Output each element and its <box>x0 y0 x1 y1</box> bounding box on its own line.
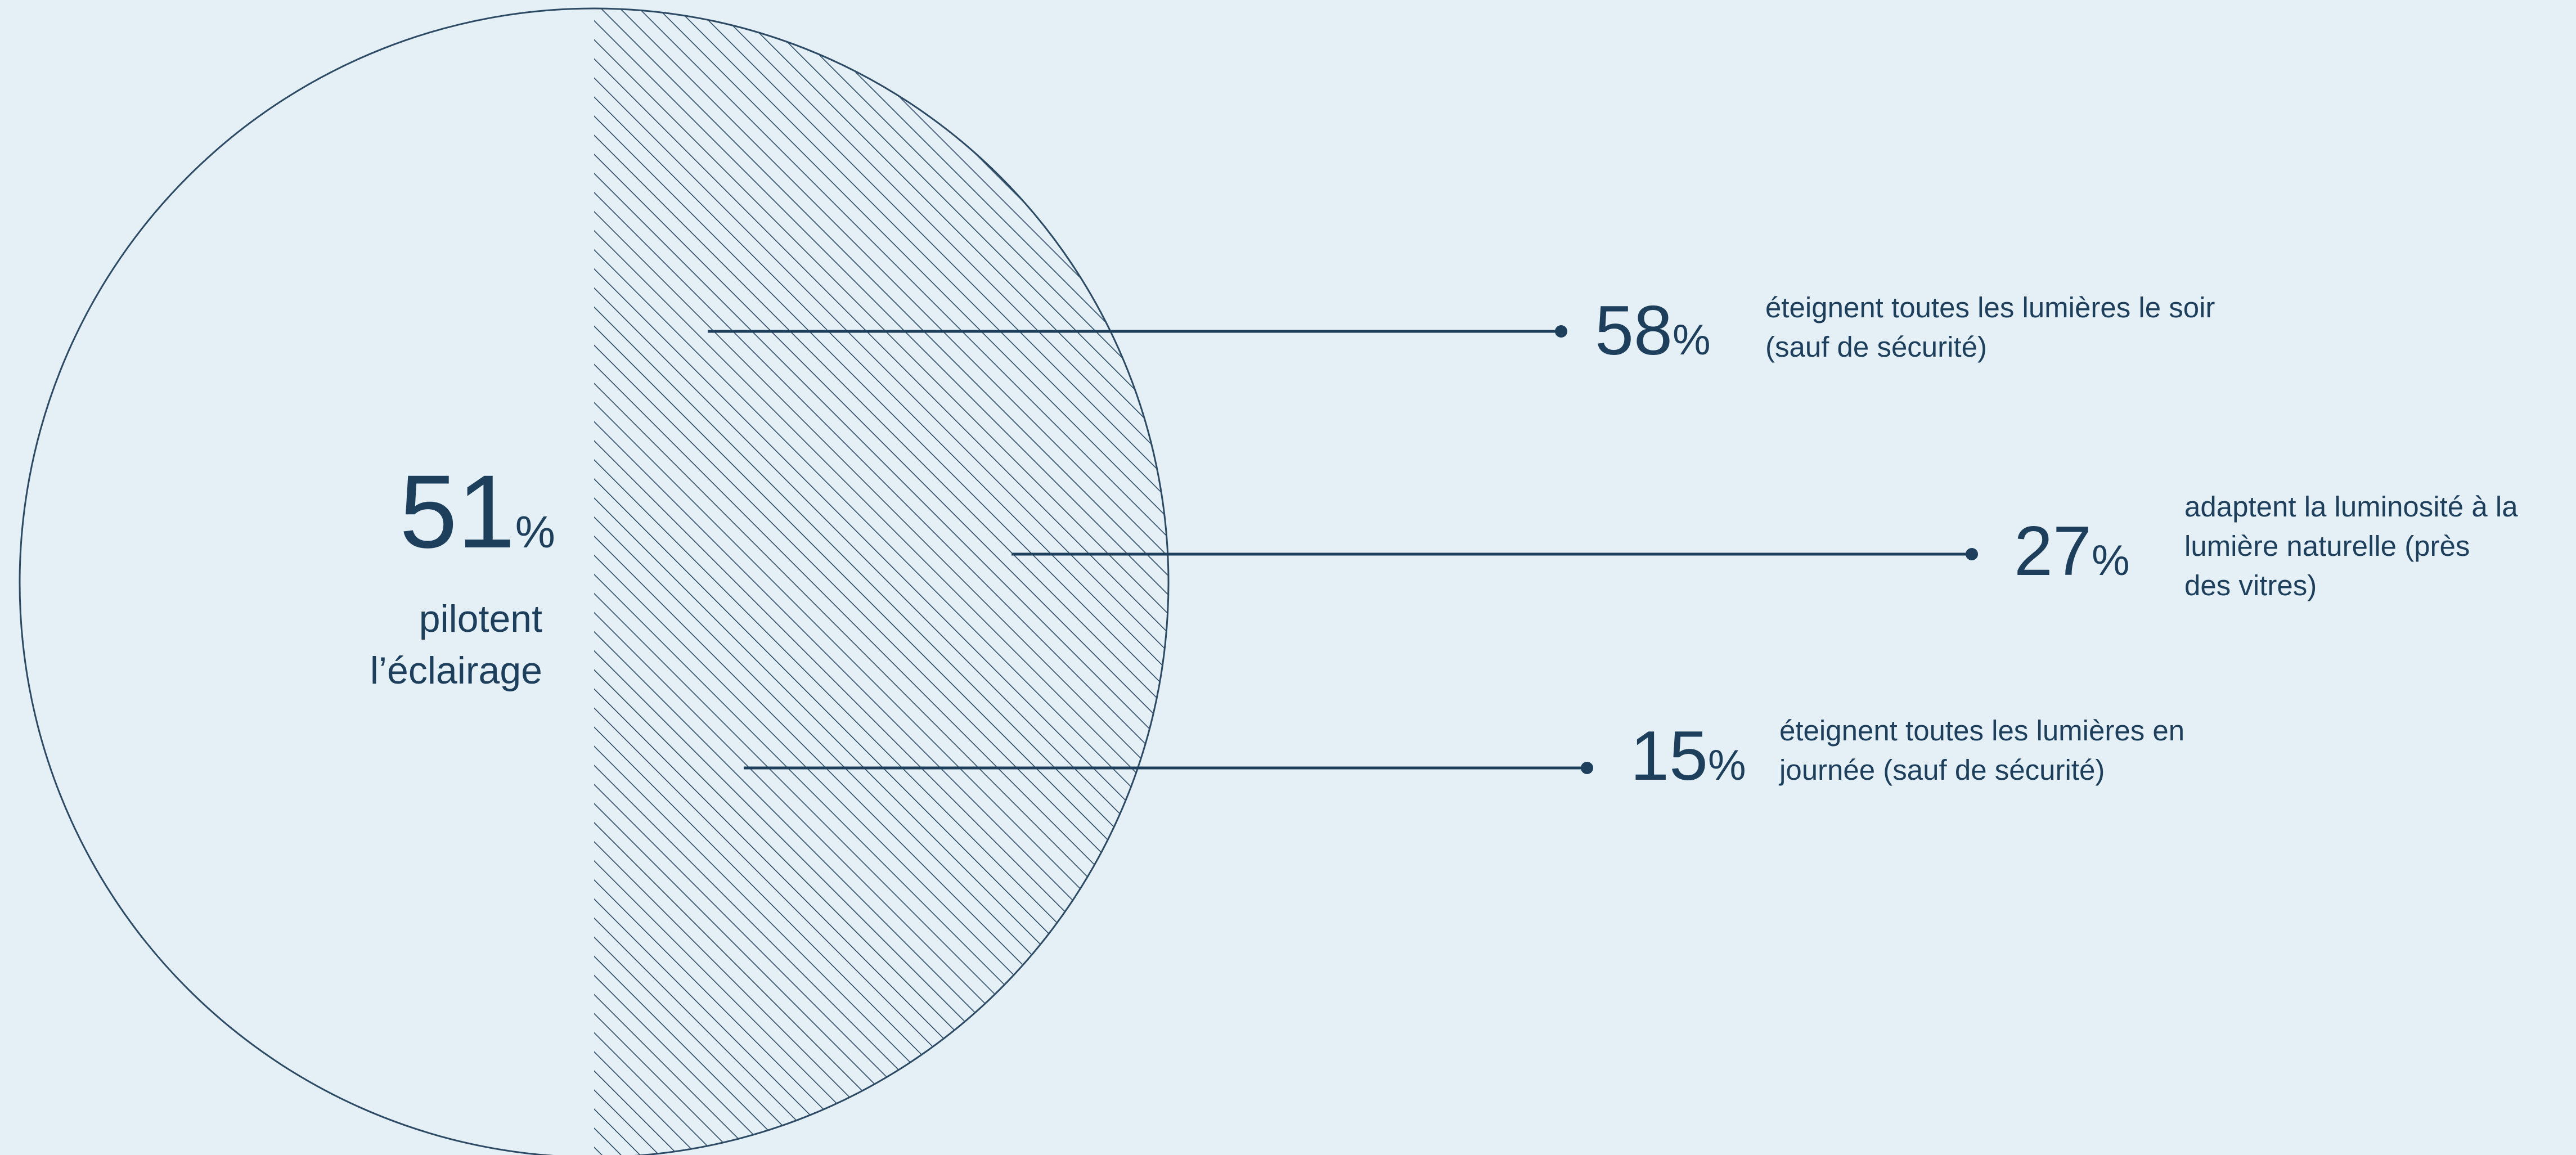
callout-27-desc-line2: lumière naturelle (près <box>2184 530 2470 562</box>
leader-dot-58 <box>1555 325 1567 338</box>
callout-15-unit: % <box>1707 741 1746 789</box>
callout-58-desc-line1: éteignent toutes les lumières le soir <box>1765 291 2215 323</box>
main-label-line2: l’éclairage <box>370 649 542 692</box>
callout-15-desc-line2: journée (sauf de sécurité) <box>1779 754 2105 786</box>
callout-15-desc: éteignent toutes les lumières en journée… <box>1779 711 2184 790</box>
callout-58-value: 58% <box>1595 296 1711 366</box>
callout-58-unit: % <box>1672 316 1711 364</box>
pie-outline <box>19 7 1170 1155</box>
callout-15-number: 15 <box>1630 717 1708 795</box>
callout-27-desc-line3: des vitres) <box>2184 569 2317 601</box>
main-value: 51 <box>399 454 515 570</box>
leader-dot-27 <box>1966 548 1978 560</box>
callout-27-number: 27 <box>2014 513 2092 590</box>
callout-15-desc-line1: éteignent toutes les lumières en <box>1779 714 2185 747</box>
callout-27-value: 27% <box>2014 516 2130 586</box>
callout-27-desc: adaptent la luminosité à la lumière natu… <box>2184 487 2518 605</box>
hatched-slice <box>594 8 1168 1155</box>
callout-58-number: 58 <box>1595 292 1673 370</box>
main-unit: % <box>515 507 555 557</box>
callout-58-desc-line2: (sauf de sécurité) <box>1765 331 1988 363</box>
main-label: pilotent l’éclairage <box>370 593 542 696</box>
leader-dot-15 <box>1581 762 1593 774</box>
callout-27-desc-line1: adaptent la luminosité à la <box>2184 491 2518 523</box>
callout-27-unit: % <box>2091 537 2130 585</box>
callout-58-desc: éteignent toutes les lumières le soir (s… <box>1765 288 2215 367</box>
callout-15-value: 15% <box>1630 721 1746 791</box>
main-percentage: 51% <box>399 460 555 564</box>
main-label-line1: pilotent <box>419 597 542 640</box>
